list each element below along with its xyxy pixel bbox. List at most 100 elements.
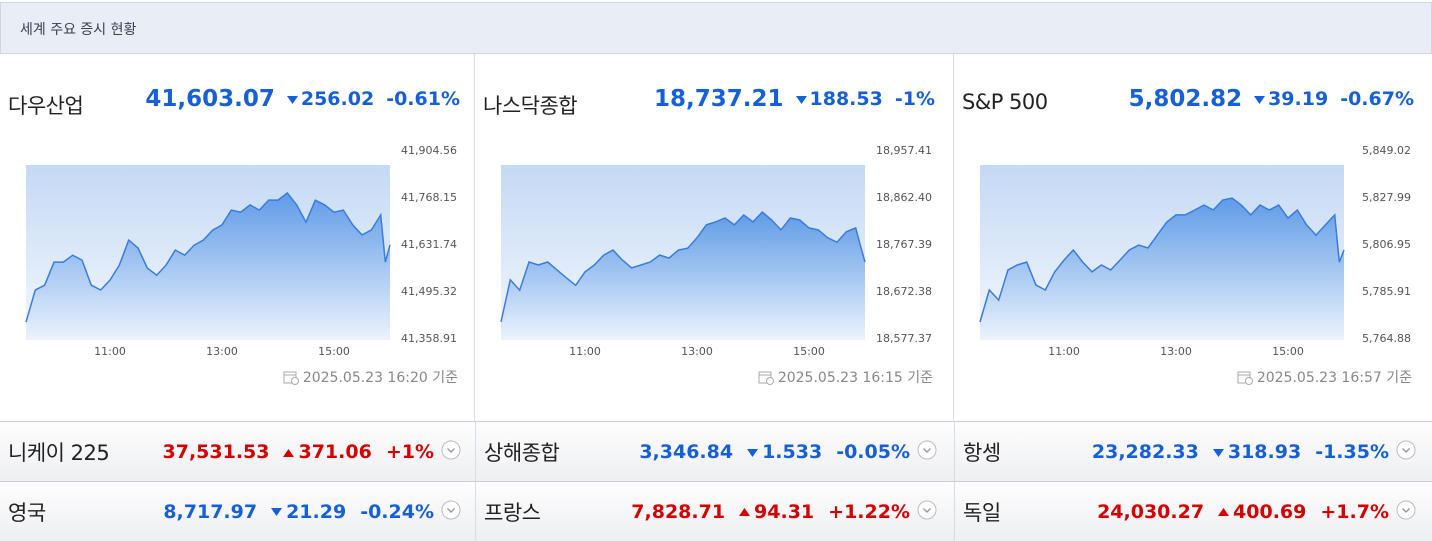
index-cell: 독일 24,030.27 400.69 +1.7% <box>954 482 1432 541</box>
expand-button[interactable] <box>441 500 461 524</box>
index-quote: 41,603.07 256.02 -0.61% <box>145 86 460 112</box>
change-value: 1.533 <box>762 441 823 463</box>
x-tick-label: 15:00 <box>318 345 350 358</box>
index-name: 니케이 225 <box>8 441 110 465</box>
area <box>26 192 390 339</box>
direction-icon <box>286 95 298 104</box>
direction-icon <box>739 508 751 516</box>
triangle <box>283 448 295 457</box>
x-tick-label: 15:00 <box>793 345 825 358</box>
change-value: 318.93 <box>1227 441 1302 463</box>
triangle <box>739 508 751 516</box>
x-tick-label: 15:00 <box>1272 345 1304 358</box>
index-quote: 7,828.71 94.31 +1.22% <box>631 501 910 523</box>
index-change: 1.533 <box>747 441 822 463</box>
index-percent: +1.7% <box>1320 500 1389 523</box>
line <box>25 191 391 323</box>
chevron-icon[interactable] <box>1396 440 1416 460</box>
change-value: 188.53 <box>809 88 883 110</box>
expand-button[interactable] <box>1396 440 1416 464</box>
index-value: 41,603.07 <box>145 86 275 112</box>
y-tick-label: 5,806.95 <box>1362 238 1411 251</box>
index-value: 5,802.82 <box>1128 86 1243 112</box>
index-quote: 3,346.84 1.533 -0.05% <box>639 441 910 463</box>
index-row: 영국 8,717.97 21.29 -0.24% 프랑스 7,828.71 94.31 +1.… <box>0 481 1432 541</box>
y-tick-label: 5,849.02 <box>1362 144 1411 157</box>
timestamp-text: 2025.05.23 16:57 기준 <box>1256 370 1412 386</box>
index-cell: 상해종합 3,346.84 1.533 -0.05% <box>475 422 954 482</box>
index-quote: 8,717.97 21.29 -0.24% <box>163 501 434 523</box>
chart: 5,764.88 5,785.91 5,806.95 5,827.99 5,849.02… <box>979 144 1411 358</box>
index-quote: 5,802.82 39.19 -0.67% <box>1129 86 1414 112</box>
y-tick-label: 41,631.74 <box>401 238 457 251</box>
index-value: 23,282.33 <box>1091 441 1199 463</box>
index-panel: 나스닥종합 18,737.21 188.53 -1% 18,577.37 18,672.3… <box>475 54 953 420</box>
chart: 18,577.37 18,672.38 18,767.39 18,862.40 18,9… <box>500 144 932 358</box>
index-name: 독일 <box>963 500 1001 525</box>
index-value: 37,531.53 <box>162 441 270 463</box>
area <box>501 212 865 339</box>
header: 세계 주요 증시 현황 <box>0 2 1432 54</box>
chevron-icon[interactable] <box>917 440 937 460</box>
chevron-icon[interactable] <box>917 500 937 520</box>
direction-icon <box>747 448 759 457</box>
divider <box>474 54 475 540</box>
index-cell: 프랑스 7,828.71 94.31 +1.22% <box>475 482 954 541</box>
expand-button[interactable] <box>441 440 461 464</box>
y-tick-label: 18,672.38 <box>876 285 932 298</box>
y-tick-label: 18,862.40 <box>876 191 932 204</box>
triangle <box>747 448 759 457</box>
direction-icon <box>795 95 807 104</box>
calendar-icon <box>283 371 299 385</box>
index-change: 371.06 <box>283 441 372 463</box>
direction-icon <box>1218 508 1230 516</box>
direction-icon <box>1254 95 1266 104</box>
index-quote: 24,030.27 400.69 +1.7% <box>1097 501 1389 523</box>
direction-icon <box>283 448 295 457</box>
chevron-icon[interactable] <box>1396 500 1416 520</box>
timestamp: 2025.05.23 16:15 기준 <box>758 367 933 387</box>
index-row: 니케이 225 37,531.53 371.06 +1% 상해종합 3,346.84 1.5… <box>0 421 1432 482</box>
triangle <box>1218 508 1230 516</box>
index-change: 39.19 <box>1254 88 1328 110</box>
index-change: 400.69 <box>1218 501 1306 523</box>
index-change: 256.02 <box>286 88 374 110</box>
timestamp-text: 2025.05.23 16:20 기준 <box>302 370 458 386</box>
x-tick-label: 11:00 <box>1048 345 1080 358</box>
index-name: 나스닥종합 <box>483 94 578 118</box>
y-tick-label: 41,904.56 <box>401 144 457 157</box>
chevron-icon[interactable] <box>441 440 461 460</box>
y-tick-label: 41,495.32 <box>401 285 457 298</box>
index-percent: -1% <box>894 88 935 110</box>
index-percent: -0.67% <box>1340 88 1414 110</box>
direction-icon <box>271 508 283 516</box>
y-tick-label: 5,785.91 <box>1362 285 1411 298</box>
index-change: 94.31 <box>739 501 814 523</box>
x-tick-label: 11:00 <box>569 345 601 358</box>
index-cell: 영국 8,717.97 21.29 -0.24% <box>0 482 478 541</box>
chevron-icon[interactable] <box>441 500 461 520</box>
change-value: 94.31 <box>754 500 815 523</box>
area <box>980 198 1344 339</box>
expand-button[interactable] <box>917 440 937 464</box>
change-value: 400.69 <box>1233 500 1307 523</box>
index-percent: -0.24% <box>360 500 434 523</box>
change-value: 39.19 <box>1268 88 1329 110</box>
triangle <box>286 95 298 104</box>
x-tick-label: 13:00 <box>681 345 713 358</box>
header-title: 세계 주요 증시 현황 <box>20 22 137 38</box>
timestamp: 2025.05.23 16:20 기준 <box>283 367 458 387</box>
y-tick-label: 18,767.39 <box>876 238 932 251</box>
index-name: 영국 <box>8 500 46 525</box>
x-tick-label: 13:00 <box>1160 345 1192 358</box>
index-value: 18,737.21 <box>654 86 784 112</box>
index-name: S&P 500 <box>962 90 1048 114</box>
expand-button[interactable] <box>917 500 937 524</box>
index-change: 318.93 <box>1212 441 1302 463</box>
index-cell: 니케이 225 37,531.53 371.06 +1% <box>0 422 478 482</box>
expand-button[interactable] <box>1396 500 1416 524</box>
index-name: 항셍 <box>963 441 1001 465</box>
y-tick-label: 18,957.41 <box>876 144 932 157</box>
index-panel: 다우산업 41,603.07 256.02 -0.61% 41,358.91 41,495… <box>0 54 478 420</box>
